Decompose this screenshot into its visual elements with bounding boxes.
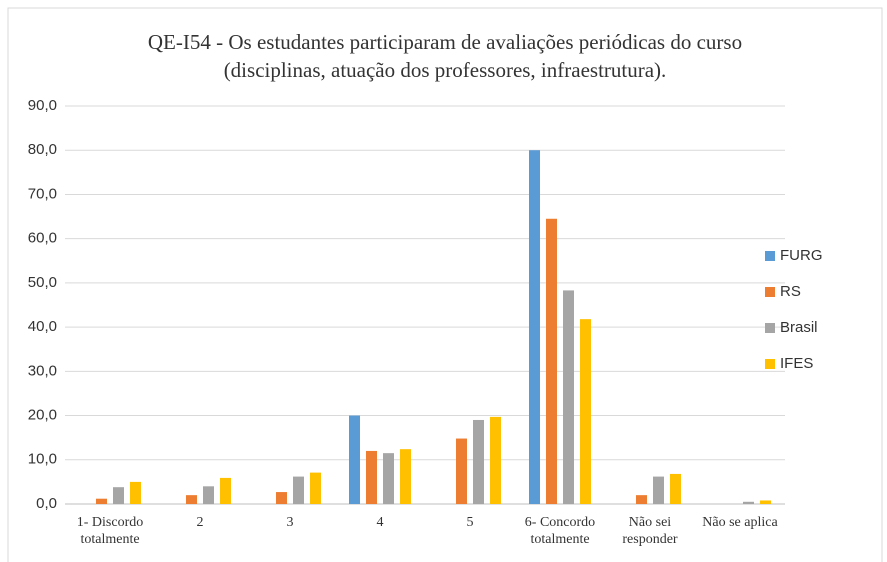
bar <box>760 500 771 504</box>
legend-swatch <box>765 287 775 297</box>
legend-swatch <box>765 323 775 333</box>
x-tick-label: 1- Discordo totalmente <box>76 515 144 547</box>
legend-swatch <box>765 251 775 261</box>
bar <box>473 419 484 504</box>
x-tick-label: 2 <box>196 515 204 530</box>
bar <box>563 290 574 504</box>
y-tick-label: 50,0 <box>28 274 57 291</box>
legend-swatch <box>765 359 775 369</box>
bar <box>580 319 591 504</box>
bar <box>529 150 540 504</box>
y-tick-label: 40,0 <box>28 318 57 335</box>
bar <box>490 416 501 504</box>
y-tick-label: 90,0 <box>28 97 57 114</box>
bar <box>96 498 107 504</box>
y-tick-label: 30,0 <box>28 362 57 379</box>
x-tick-label: Não se aplica <box>702 515 778 530</box>
bar <box>276 492 287 504</box>
bar <box>456 438 467 504</box>
bar <box>293 476 304 504</box>
x-tick-label: 5 <box>466 515 474 530</box>
x-tick-label: 3 <box>286 515 294 530</box>
bar <box>383 453 394 504</box>
y-tick-label: 20,0 <box>28 407 57 424</box>
x-tick-label: 6- Concordo totalmente <box>524 515 596 547</box>
legend-label: Brasil <box>780 319 818 336</box>
bar <box>400 449 411 504</box>
bar <box>310 472 321 504</box>
bar <box>546 218 557 504</box>
legend-label: RS <box>780 283 801 300</box>
bar <box>220 477 231 504</box>
x-tick-label: 4 <box>376 515 384 530</box>
bar <box>670 473 681 504</box>
bar <box>113 487 124 504</box>
y-tick-label: 10,0 <box>28 451 57 468</box>
bar <box>653 476 664 504</box>
y-tick-label: 60,0 <box>28 230 57 247</box>
y-tick-label: 0,0 <box>36 495 57 512</box>
chart-title: (disciplinas, atuação dos professores, i… <box>224 58 667 82</box>
y-tick-label: 80,0 <box>28 141 57 158</box>
chart-frame <box>7 7 883 562</box>
bar <box>636 495 647 504</box>
bar <box>349 415 360 504</box>
bar <box>743 501 754 504</box>
bar <box>130 481 141 504</box>
y-tick-label: 70,0 <box>28 185 57 202</box>
bar <box>203 486 214 504</box>
chart-title: QE-I54 - Os estudantes participaram de a… <box>148 30 742 54</box>
legend-label: IFES <box>780 355 813 372</box>
bar <box>366 450 377 504</box>
legend-label: FURG <box>780 247 823 264</box>
x-tick-label: Não sei responder <box>622 515 678 547</box>
bar <box>186 495 197 504</box>
